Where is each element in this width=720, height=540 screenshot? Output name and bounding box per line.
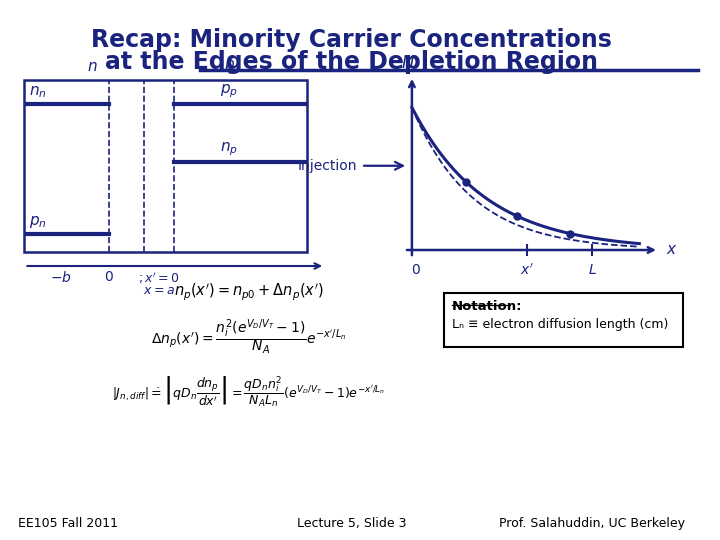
Text: $n_p$: $n_p$ bbox=[220, 140, 238, 158]
Bar bbox=[444, 293, 683, 347]
Text: $N$: $N$ bbox=[401, 54, 415, 72]
Text: $\Delta n_p(x') = \dfrac{n_i^2\left(e^{V_D/V_T}-1\right)}{N_A}e^{-x'/L_n}$: $\Delta n_p(x') = \dfrac{n_i^2\left(e^{V… bbox=[151, 318, 346, 357]
Text: $x=a$: $x=a$ bbox=[143, 284, 175, 297]
Text: Lₙ ≡ electron diffusion length (cm): Lₙ ≡ electron diffusion length (cm) bbox=[452, 318, 668, 331]
Text: $0$: $0$ bbox=[411, 263, 420, 277]
Text: EE105 Fall 2011: EE105 Fall 2011 bbox=[17, 517, 117, 530]
Text: $x$: $x$ bbox=[666, 242, 678, 258]
Text: $p$: $p$ bbox=[224, 58, 235, 74]
Text: $-b$: $-b$ bbox=[50, 270, 71, 285]
Text: Lecture 5, Slide 3: Lecture 5, Slide 3 bbox=[297, 517, 406, 530]
Text: $n_p(x') = n_{p0} + \Delta n_p(x')$: $n_p(x') = n_{p0} + \Delta n_p(x')$ bbox=[174, 282, 324, 303]
Bar bbox=[24, 80, 307, 252]
Text: $L$: $L$ bbox=[588, 263, 597, 277]
Text: $n$: $n$ bbox=[87, 59, 98, 74]
Text: at the Edges of the Depletion Region: at the Edges of the Depletion Region bbox=[105, 50, 598, 74]
Text: Recap: Minority Carrier Concentrations: Recap: Minority Carrier Concentrations bbox=[91, 28, 612, 52]
Text: $n_n$: $n_n$ bbox=[30, 84, 47, 100]
Text: $x'$: $x'$ bbox=[521, 263, 534, 278]
Text: $\left|J_{n,diff}\right| \dot{=} \left|qD_n\dfrac{dn_p}{dx'}\right| = \dfrac{qD_: $\left|J_{n,diff}\right| \dot{=} \left|q… bbox=[112, 375, 386, 410]
Text: $;x'=0$: $;x'=0$ bbox=[138, 270, 180, 286]
Text: Prof. Salahuddin, UC Berkeley: Prof. Salahuddin, UC Berkeley bbox=[499, 517, 685, 530]
Text: Notation:: Notation: bbox=[452, 300, 523, 313]
Text: Injection: Injection bbox=[298, 159, 357, 173]
Text: $p_p$: $p_p$ bbox=[220, 83, 238, 100]
Text: $p_n$: $p_n$ bbox=[30, 214, 47, 230]
Text: $0$: $0$ bbox=[104, 270, 114, 284]
